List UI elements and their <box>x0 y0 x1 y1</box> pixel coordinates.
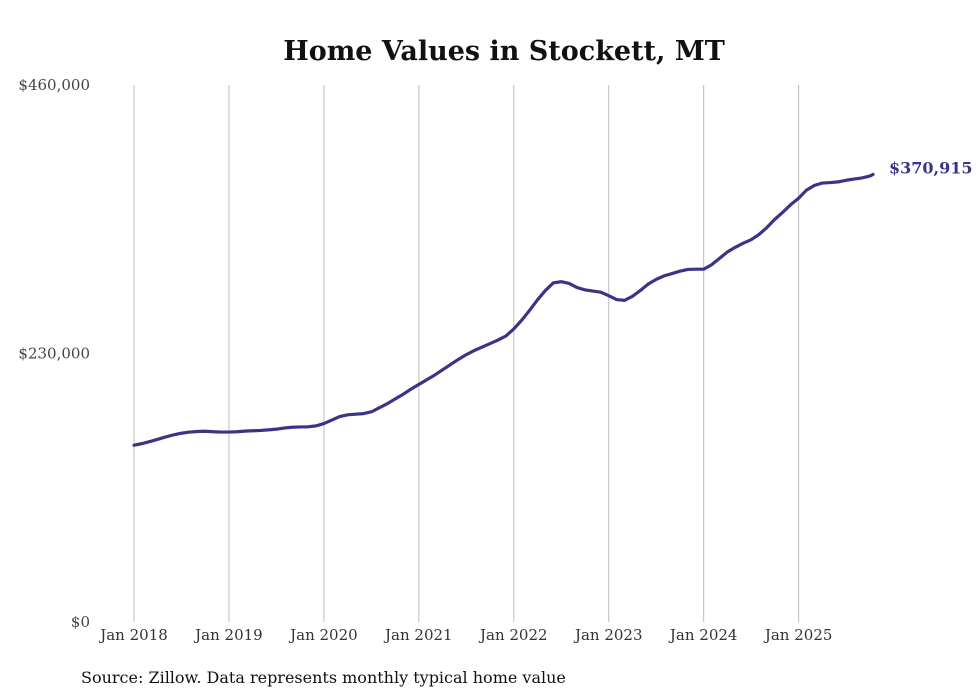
series-layer: $370,915 <box>132 158 973 447</box>
end-value-label: $370,915 <box>889 158 973 177</box>
series-line <box>132 172 875 447</box>
y-tick-label: $0 <box>71 613 90 631</box>
x-tick-label: Jan 2019 <box>193 626 263 644</box>
x-axis: Jan 2018 Jan 2019 Jan 2020 Jan 2021 Jan 2022… <box>98 626 832 644</box>
x-tick-label: Jan 2023 <box>573 626 643 644</box>
x-tick-label: Jan 2024 <box>668 626 738 644</box>
x-tick-label: Jan 2020 <box>288 626 358 644</box>
x-tick-label: Jan 2021 <box>383 626 453 644</box>
x-tick-label: Jan 2022 <box>478 626 548 644</box>
y-tick-label: $460,000 <box>18 76 90 94</box>
y-tick-label: $230,000 <box>18 345 90 363</box>
line-chart: Home Values in Stockett, MT $0 $230,000 $4… <box>18 36 973 644</box>
source-note: Source: Zillow. Data represents monthly … <box>81 668 566 687</box>
x-tick-label: Jan 2018 <box>98 626 168 644</box>
chart-title: Home Values in Stockett, MT <box>283 36 725 67</box>
gridlines <box>133 85 800 622</box>
x-tick-label: Jan 2025 <box>763 626 833 644</box>
y-axis: $0 $230,000 $460,000 <box>18 76 90 631</box>
